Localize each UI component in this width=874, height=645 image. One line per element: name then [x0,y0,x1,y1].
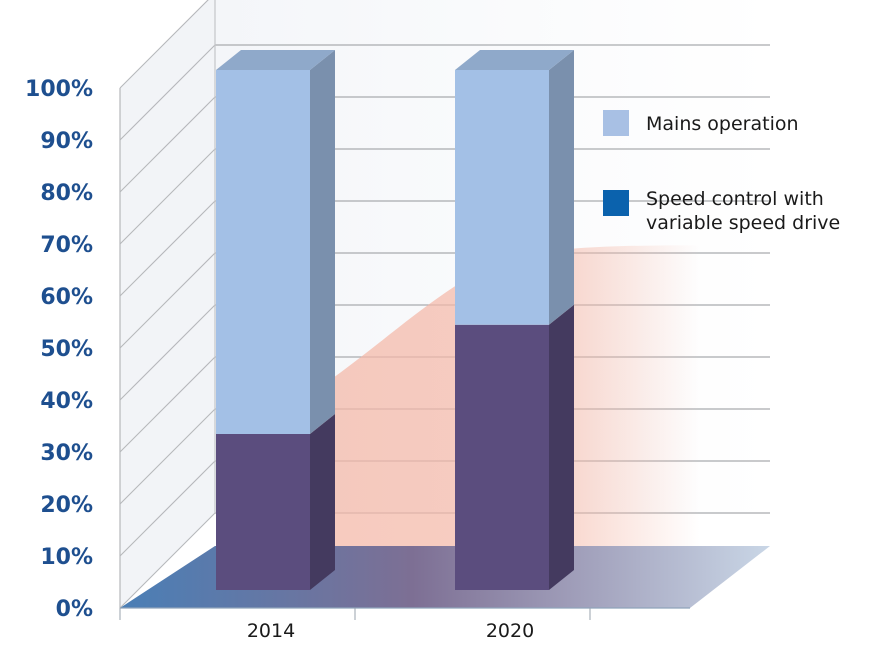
legend-label: Speed control with [646,188,824,210]
x-tick-label: 2020 [486,620,534,642]
bar-front-face [216,434,310,590]
side-gridline [119,96,216,193]
side-gridline [119,252,216,349]
y-tick-label: 50% [40,337,93,362]
y-tick-label: 60% [40,285,93,310]
y-tick-label: 40% [40,389,93,414]
bar-top-face [216,50,335,70]
y-tick-label: 80% [40,181,93,206]
bar-side-face [549,50,574,325]
legend-item-mains: Mains operation [603,110,799,136]
legend-swatch [603,110,629,136]
y-tick-label: 0% [56,597,93,622]
y-tick-label: 70% [40,233,93,258]
side-gridline [119,44,216,141]
bar-side-face [310,50,335,434]
y-tick-label: 10% [40,545,93,570]
bar-front-face [455,70,549,325]
y-tick-label: 100% [25,77,93,102]
y-tick-label: 30% [40,441,93,466]
bar-segment-2014-mains [216,50,335,434]
legend-label: Mains operation [646,113,799,135]
side-gridline [119,0,209,89]
side-gridline [119,304,216,401]
y-tick-label: 90% [40,129,93,154]
side-wall [120,0,215,608]
bar-front-face [216,70,310,434]
bar-segment-2020-speed-control [455,304,574,590]
bar-side-face [549,304,574,590]
legend-label: variable speed drive [646,212,840,234]
side-gridline [119,148,216,245]
bar-front-face [455,324,549,590]
side-gridline [119,460,216,557]
side-gridline [119,200,216,297]
side-gridline [119,408,216,505]
y-tick-label: 20% [40,493,93,518]
legend-swatch [603,190,629,216]
side-gridline [119,356,216,453]
bar-side-face [310,414,335,590]
side-gridline [119,512,216,609]
bar-top-face [455,50,574,70]
x-tick-label: 2014 [247,620,295,642]
bar-segment-2014-speed-control [216,414,335,590]
bar-segment-2020-mains [455,50,574,325]
